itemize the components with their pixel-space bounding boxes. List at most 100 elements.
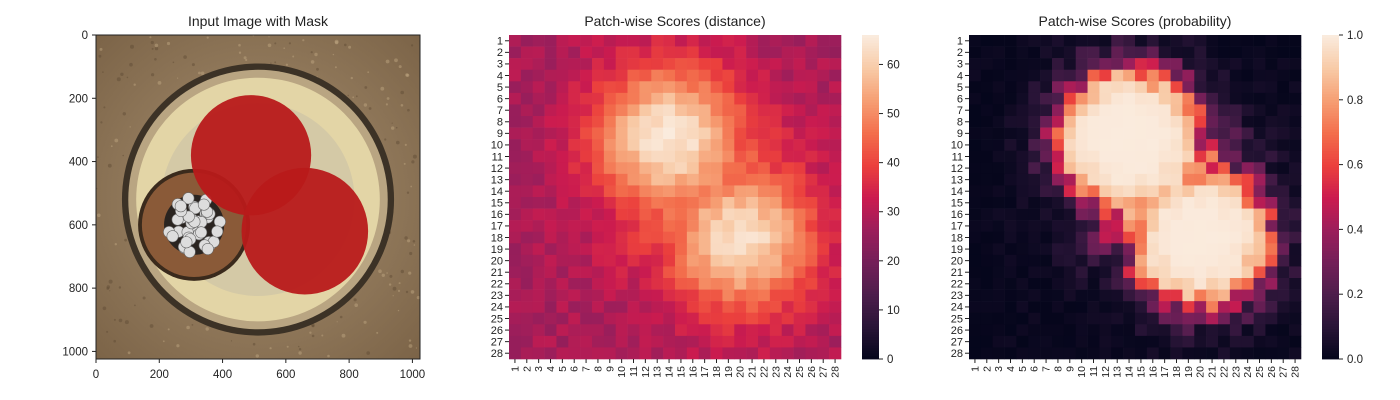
colorbar-segment (1322, 172, 1339, 176)
heatmap-cell (615, 81, 628, 94)
heatmap-cell (1265, 312, 1278, 325)
heatmap-cell (698, 220, 711, 233)
heatmap-cell (1111, 162, 1124, 175)
heatmap-cell (1194, 58, 1207, 71)
heatmap-cell (1146, 324, 1160, 337)
heatmap-cell (758, 185, 771, 198)
heatmap-cell (969, 81, 982, 94)
colorbar-segment (862, 35, 879, 39)
heatmap-cell (1277, 254, 1290, 267)
heatmap-cell (592, 58, 605, 71)
heatmap-cell (980, 208, 994, 221)
heatmap-cell (1182, 335, 1195, 348)
heatmap-cell (663, 162, 676, 175)
heatmap-cell (722, 46, 735, 59)
heatmap-cell (805, 173, 818, 186)
heatmap-cell (627, 220, 640, 233)
panel2-axes: 1234567891011121314151617181920212223242… (491, 36, 842, 378)
colorbar-segment (1322, 78, 1339, 82)
heatmap-cell (1241, 220, 1254, 233)
heatmap-cell (509, 173, 522, 186)
heatmap-cell (520, 220, 534, 233)
heatmap-cell (675, 185, 688, 198)
heatmap-cell (781, 335, 794, 348)
row-tick-label: 18 (491, 232, 503, 244)
colorbar-segment (862, 124, 879, 128)
texture-speck (102, 71, 104, 73)
heatmap-cell (1241, 266, 1254, 279)
heatmap-cell (580, 92, 593, 105)
heatmap-cell (580, 324, 593, 337)
heatmap-cell (1052, 347, 1065, 360)
heatmap-cell (686, 335, 700, 348)
heatmap-cell (627, 335, 640, 348)
heatmap-cell (758, 35, 771, 47)
heatmap-cell (1004, 266, 1017, 279)
heatmap-cell (1170, 289, 1183, 302)
texture-speck (133, 83, 136, 86)
heatmap-cell (1075, 266, 1088, 279)
heatmap-cell (1218, 92, 1231, 105)
colorbar-segment (1322, 199, 1339, 203)
heatmap-cell (663, 347, 676, 360)
colorbar-segment (1322, 248, 1339, 252)
heatmap-cell (980, 116, 994, 128)
colorbar-segment (862, 261, 879, 265)
heatmap-cell (1040, 243, 1053, 256)
colorbar-segment (862, 197, 879, 201)
heatmap-cell (580, 266, 593, 279)
heatmap-cell (1158, 243, 1171, 256)
heatmap-cell (1004, 243, 1017, 256)
heatmap-cell (1218, 139, 1231, 152)
heatmap-cell (722, 289, 735, 302)
colorbar-segment (1322, 178, 1339, 182)
heatmap-cell (627, 173, 640, 186)
heatmap-cell (627, 35, 640, 47)
texture-speck (408, 271, 412, 275)
heatmap-cell (1218, 127, 1231, 140)
texture-speck (154, 43, 159, 48)
heatmap-cell (580, 116, 593, 128)
heatmap-cell (734, 254, 747, 267)
heatmap-cell (1040, 231, 1053, 244)
heatmap-cell (568, 92, 581, 105)
col-tick-label: 16 (687, 366, 699, 378)
heatmap-cell (1099, 58, 1112, 71)
heatmap-cell (1170, 162, 1183, 175)
panel1-frame (95, 34, 421, 360)
heatmap-cell (1265, 35, 1278, 47)
texture-speck (127, 351, 131, 355)
heatmap-cell (1241, 58, 1254, 71)
row-tick-label: 7 (957, 105, 963, 117)
heatmap-cell (793, 185, 806, 198)
heatmap-cell (1087, 231, 1100, 244)
heatmap-cell (1158, 116, 1171, 128)
texture-speck (412, 154, 417, 159)
heatmap-cell (1075, 278, 1088, 290)
heatmap-cell (1099, 254, 1112, 267)
y-tick-label: 400 (69, 157, 88, 169)
colorbar-segment (862, 72, 879, 76)
heatmap-cell (1229, 243, 1243, 256)
heatmap-cell (1135, 231, 1148, 244)
heatmap-cell (1182, 266, 1195, 279)
heatmap-cell (544, 139, 557, 152)
heatmap-cell (639, 35, 652, 47)
colorbar-segment (862, 132, 879, 136)
heatmap-cell (992, 104, 1005, 117)
heatmap-cell (1135, 254, 1148, 267)
heatmap-cell (1277, 324, 1290, 337)
heatmap-cell (710, 301, 723, 314)
colorbar-segment (862, 272, 879, 276)
heatmap-cell (1182, 289, 1195, 302)
heatmap-cell (1182, 254, 1195, 267)
heatmap-cell (1182, 35, 1195, 47)
heatmap-cell (544, 243, 557, 256)
heatmap-cell (1289, 335, 1302, 348)
heatmap-cell (556, 278, 569, 290)
heatmap-cell (1265, 150, 1278, 163)
colorbar-segment (862, 170, 879, 174)
heatmap-cell (603, 69, 617, 82)
texture-speck (363, 103, 368, 107)
heatmap-cell (746, 185, 759, 198)
